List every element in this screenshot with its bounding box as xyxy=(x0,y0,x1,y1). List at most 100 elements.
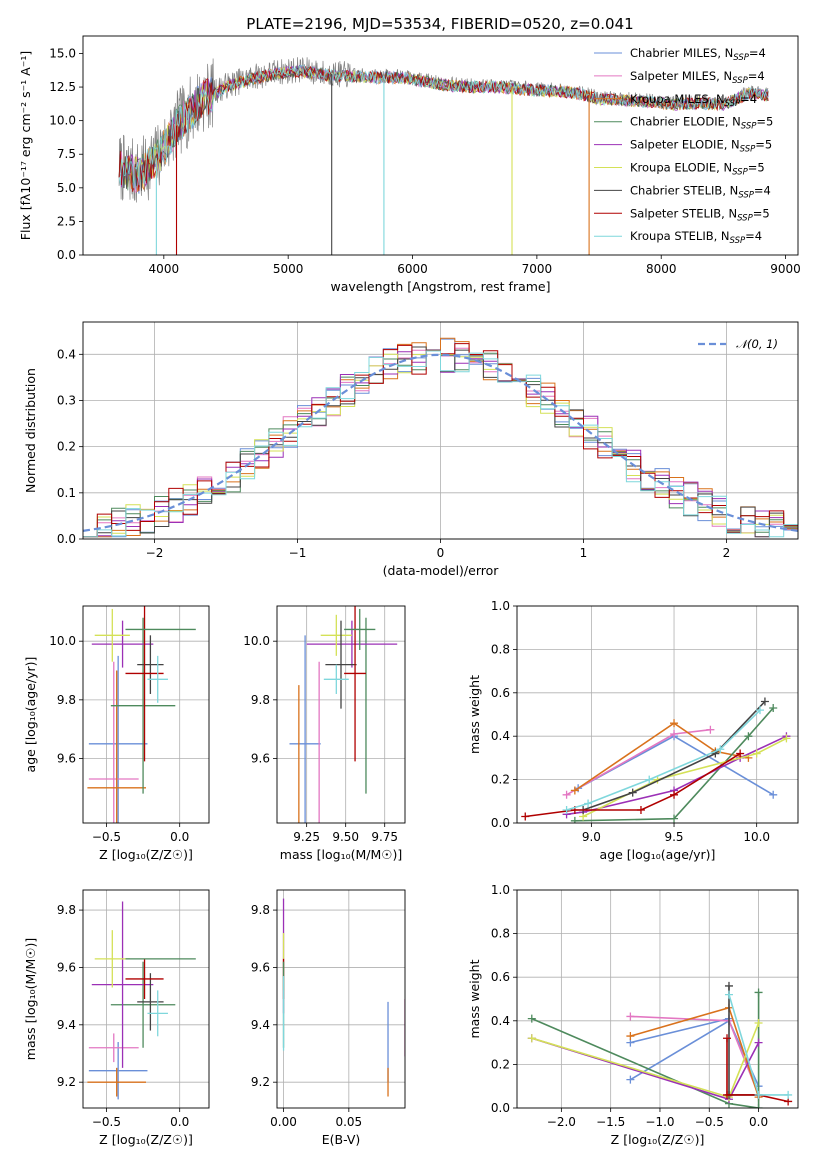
x-tick-label: 9.0 xyxy=(582,830,601,844)
y-tick-label: 9.4 xyxy=(251,1018,270,1032)
figure-title: PLATE=2196, MJD=53534, FIBERID=0520, z=0… xyxy=(246,15,633,33)
spectrum-marks xyxy=(118,57,769,255)
data-point-marker xyxy=(527,1014,536,1023)
y-tick-label: 0.4 xyxy=(57,347,76,361)
y-axis-label: Normed distribution xyxy=(23,368,38,493)
legend-label: Chabrier MILES, NSSP=4 xyxy=(630,46,766,63)
mass-weight-line xyxy=(574,707,774,822)
mass-weight-line xyxy=(574,722,749,792)
x-tick-label: −0.5 xyxy=(695,1115,724,1129)
y-tick-label: 9.2 xyxy=(57,1075,76,1089)
x-tick-label: 6000 xyxy=(397,262,428,276)
data-point-marker xyxy=(769,703,778,712)
mass_vs_ebv-marks xyxy=(282,898,405,1097)
axes-frame xyxy=(82,605,210,824)
data-point-marker xyxy=(670,814,679,823)
mass-weight-line xyxy=(525,752,741,818)
data-point-marker xyxy=(670,730,679,739)
x-tick-label: 0.00 xyxy=(270,1115,297,1129)
x-tick-label: 8000 xyxy=(646,262,677,276)
mass-weight-line xyxy=(630,1017,730,1044)
data-point-marker xyxy=(562,805,571,814)
legend-label: Chabrier ELODIE, NSSP=5 xyxy=(630,115,773,132)
data-point-marker xyxy=(570,786,579,795)
data-point-marker xyxy=(636,805,645,814)
normal-distribution-curve xyxy=(83,353,798,532)
x-tick-label: −2.0 xyxy=(547,1115,576,1129)
axes-frame xyxy=(276,889,406,1109)
y-axis-label: mass [log₁₀(M/M☉)] xyxy=(23,938,38,1060)
x-axis-label: Z [log₁₀(Z/Z☉)] xyxy=(99,847,193,862)
data-point-marker xyxy=(755,706,764,715)
axes-frame xyxy=(276,605,406,824)
data-point-marker xyxy=(754,1018,763,1027)
x-axis-label: Z [log₁₀(Z/Z☉)] xyxy=(99,1132,193,1147)
x-tick-label: 10.0 xyxy=(743,830,770,844)
data-point-marker xyxy=(716,745,725,754)
x-tick-label: 0.05 xyxy=(335,1115,362,1129)
legend-label: Salpeter ELODIE, NSSP=5 xyxy=(630,138,772,155)
spectrum-model-line xyxy=(118,66,769,191)
data-point-marker xyxy=(754,988,763,997)
spectrum-legend: Chabrier MILES, NSSP=4 Salpeter MILES, NS… xyxy=(594,46,773,246)
data-point-marker xyxy=(521,812,530,821)
weight_vs_age-marks xyxy=(521,697,791,823)
spectrum-model-line xyxy=(118,65,769,189)
data-point-marker xyxy=(584,799,593,808)
data-point-marker xyxy=(628,788,637,797)
data-point-marker xyxy=(670,790,679,799)
spectrum-panel: 4000 5000 6000 7000 8000 9000 0.0 2.5 5.0 7.5 10.0… xyxy=(18,35,801,294)
x-tick-label: −0.5 xyxy=(92,1115,121,1129)
data-point-marker xyxy=(724,981,733,990)
x-axis-label: wavelength [Angstrom, rest frame] xyxy=(330,279,550,294)
data-point-marker xyxy=(754,1090,763,1099)
y-tick-label: 0.6 xyxy=(491,970,510,984)
data-point-marker xyxy=(752,749,761,758)
y-tick-label: 9.2 xyxy=(251,1075,270,1089)
y-tick-label: 9.6 xyxy=(251,960,270,974)
data-point-marker xyxy=(626,1075,635,1084)
y-tick-label: 0.8 xyxy=(491,927,510,941)
x-tick-label: 4000 xyxy=(149,262,180,276)
y-tick-label: 9.6 xyxy=(57,751,76,765)
mass-weight-line xyxy=(582,700,766,811)
data-point-marker xyxy=(527,1034,536,1043)
y-tick-label: 0.1 xyxy=(57,486,76,500)
legend-label: Kroupa ELODIE, NSSP=5 xyxy=(630,161,765,178)
data-point-marker xyxy=(736,749,745,758)
x-tick-label: 0.0 xyxy=(170,1115,189,1129)
data-point-marker xyxy=(645,775,654,784)
residual_histogram-panel: −2 −1 0 1 2 0.0 0.1 0.2 0.3 0.4 (data-model)/error… xyxy=(23,321,799,578)
mass_vs_Z-panel: −0.5 0.0 9.2 9.4 9.6 9.8 Z [log₁₀(Z/Z☉)] mass [… xyxy=(23,889,210,1147)
axes-frame xyxy=(516,605,799,824)
data-point-marker xyxy=(723,1090,732,1099)
age_vs_mass-marks xyxy=(289,606,398,823)
age_vs_mass-panel: 9.25 9.50 9.75 9.6 9.8 10.0 mass [log₁₀(M/M☉)] xyxy=(243,605,406,862)
y-tick-label: 9.8 xyxy=(251,903,270,917)
weight_vs_Z-panel: −2.0 −1.5 −1.0 −0.5 0.0 0.0 0.2 0.4 0.6 0.8 1.0 Z [… xyxy=(467,883,799,1147)
spectrum-model-line xyxy=(118,64,769,191)
data-point-marker xyxy=(754,1038,763,1047)
data-point-marker xyxy=(769,790,778,799)
mass-weight-line xyxy=(582,737,787,818)
weight_vs_age-panel: 9.0 9.5 10.0 0.0 0.2 0.4 0.6 0.8 1.0 age [log₁₀(a… xyxy=(467,599,799,862)
data-point-marker xyxy=(562,790,571,799)
x-axis-label: E(B-V) xyxy=(322,1132,361,1147)
data-point-marker xyxy=(784,1090,793,1099)
y-tick-label: 0.0 xyxy=(491,1101,510,1115)
axes-frame xyxy=(82,321,799,540)
plots-layer: 4000 5000 6000 7000 8000 90000.02.55.07.510.0… xyxy=(18,35,801,1147)
x-tick-label: 9.25 xyxy=(293,830,320,844)
x-tick-label: 0.0 xyxy=(749,1115,768,1129)
data-point-marker xyxy=(706,725,715,734)
x-tick-label: 7000 xyxy=(522,262,553,276)
y-tick-label: 0.4 xyxy=(491,1014,510,1028)
legend-label: Kroupa MILES, NSSP=4 xyxy=(630,92,757,109)
y-tick-label: 0.2 xyxy=(57,440,76,454)
y-tick-label: 0.4 xyxy=(491,729,510,743)
y-axis-label: mass weight xyxy=(467,959,482,1038)
mass-weight-line xyxy=(531,992,760,1108)
y-axis-label: Flux [fλ10⁻¹⁷ erg cm⁻² s⁻¹ A⁻¹] xyxy=(18,51,33,240)
axes-frame xyxy=(82,35,799,256)
